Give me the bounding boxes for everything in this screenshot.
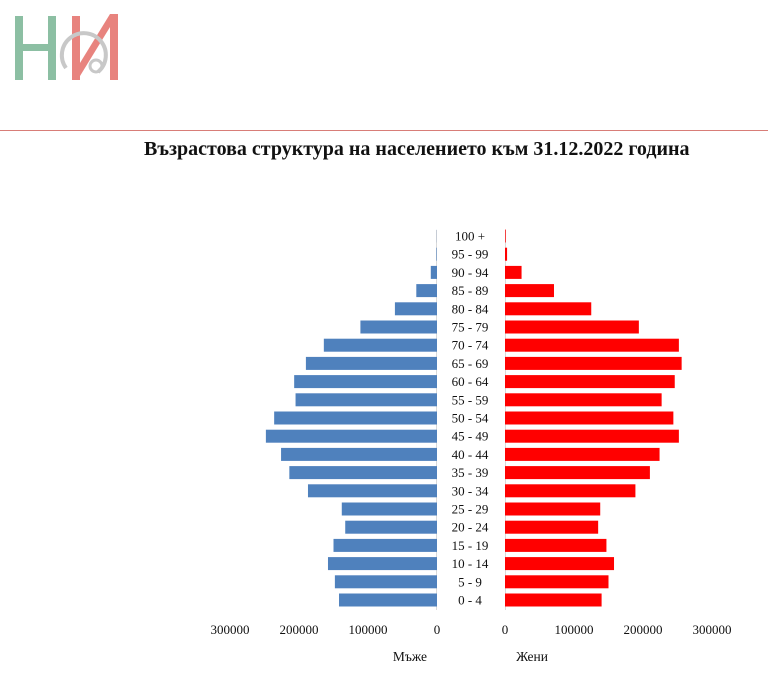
male-bar xyxy=(274,411,437,425)
female-bar xyxy=(505,557,615,571)
male-bar xyxy=(294,375,437,389)
x-tick-label: 0 xyxy=(502,622,509,637)
age-group-label: 65 - 69 xyxy=(452,356,489,371)
male-bar xyxy=(323,338,437,352)
header-divider xyxy=(0,130,768,131)
male-bar xyxy=(345,520,437,534)
female-bar xyxy=(505,356,682,370)
female-bar xyxy=(505,520,599,534)
age-group-label: 50 - 54 xyxy=(452,411,489,426)
age-group-label: 25 - 29 xyxy=(452,502,489,517)
age-group-label: 70 - 74 xyxy=(452,338,489,353)
male-bar xyxy=(281,447,437,461)
age-group-label: 5 - 9 xyxy=(458,574,482,589)
female-bar xyxy=(505,302,592,316)
female-bar xyxy=(505,593,602,607)
age-group-label: 55 - 59 xyxy=(452,392,489,407)
x-tick-label: 100000 xyxy=(555,622,594,637)
hi-logo-icon xyxy=(15,14,118,80)
male-bar xyxy=(394,302,437,316)
page-title: Възрастова структура на населението към … xyxy=(144,138,690,160)
age-group-label: 60 - 64 xyxy=(452,374,489,389)
male-x-ticks: 300000 200000 100000 0 xyxy=(211,622,441,637)
female-axis-label: Жени xyxy=(516,649,548,664)
age-group-label: 95 - 99 xyxy=(452,247,489,262)
male-bar xyxy=(289,466,437,480)
age-group-label: 0 - 4 xyxy=(458,593,482,608)
age-group-label: 80 - 84 xyxy=(452,301,489,316)
x-tick-label: 200000 xyxy=(280,622,319,637)
age-group-labels: 0 - 4 5 - 9 10 - 14 15 - 19 20 - 24 25 - 29 30… xyxy=(452,229,489,608)
age-group-label: 15 - 19 xyxy=(452,538,489,553)
female-bar xyxy=(505,375,675,389)
female-bar xyxy=(505,502,601,516)
female-bar xyxy=(505,466,650,480)
male-bar xyxy=(333,538,437,552)
male-bar xyxy=(265,429,437,443)
male-bar xyxy=(334,575,437,589)
female-x-ticks: 0 100000 200000 300000 xyxy=(502,622,732,637)
male-bars xyxy=(265,229,437,607)
logo-dot-icon xyxy=(88,58,104,74)
female-bar xyxy=(505,284,554,298)
logo-letter-i-icon xyxy=(72,14,118,80)
female-bar xyxy=(505,320,639,334)
female-bar xyxy=(505,265,522,279)
male-bar xyxy=(305,356,437,370)
male-bar xyxy=(416,284,437,298)
age-group-label: 75 - 79 xyxy=(452,320,489,335)
age-group-label: 30 - 34 xyxy=(452,483,489,498)
age-group-label: 85 - 89 xyxy=(452,283,489,298)
female-bars xyxy=(505,229,682,607)
x-tick-label: 100000 xyxy=(349,622,388,637)
female-bar xyxy=(505,411,674,425)
age-group-label: 90 - 94 xyxy=(452,265,489,280)
x-tick-label: 0 xyxy=(434,622,441,637)
male-bar xyxy=(307,484,437,498)
age-group-label: 100 + xyxy=(455,229,485,244)
x-tick-label: 200000 xyxy=(624,622,663,637)
female-bar xyxy=(505,247,508,261)
male-bar xyxy=(341,502,437,516)
logo-letter-h-icon xyxy=(15,16,56,80)
x-tick-label: 300000 xyxy=(693,622,732,637)
logo-c-arc-icon xyxy=(59,31,108,74)
female-bar xyxy=(505,484,636,498)
female-bar xyxy=(505,393,662,407)
age-group-label: 35 - 39 xyxy=(452,465,489,480)
female-bar xyxy=(505,575,609,589)
female-bar xyxy=(505,338,679,352)
x-tick-label: 300000 xyxy=(211,622,250,637)
male-bar xyxy=(339,593,437,607)
male-bar xyxy=(360,320,437,334)
age-group-label: 40 - 44 xyxy=(452,447,489,462)
age-group-label: 10 - 14 xyxy=(452,556,489,571)
age-group-label: 20 - 24 xyxy=(452,520,489,535)
female-bar xyxy=(505,429,679,443)
male-bar xyxy=(436,247,437,261)
age-group-label: 45 - 49 xyxy=(452,429,489,444)
male-bar xyxy=(430,265,437,279)
male-axis-label: Мъже xyxy=(393,649,427,664)
female-bar xyxy=(505,538,607,552)
male-bar xyxy=(327,557,437,571)
female-bar xyxy=(505,229,506,243)
male-bar xyxy=(295,393,437,407)
female-bar xyxy=(505,447,660,461)
